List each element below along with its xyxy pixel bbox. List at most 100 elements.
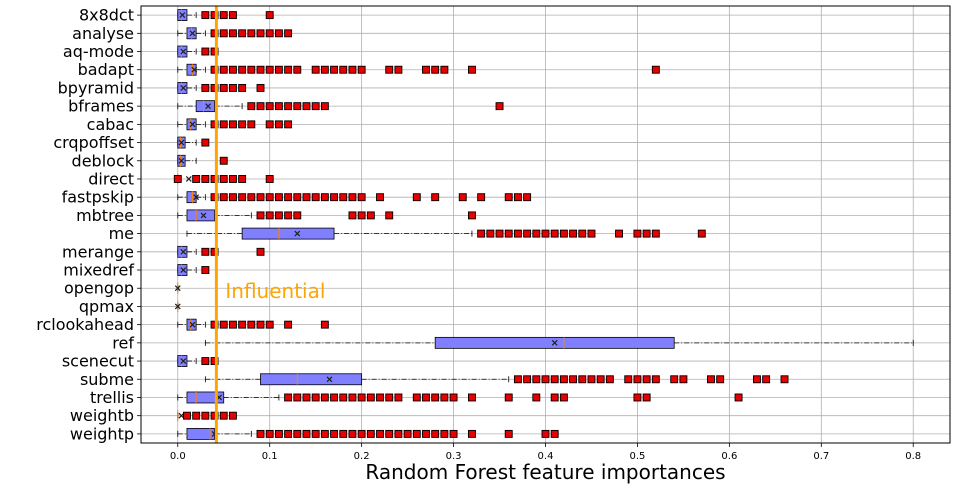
outlier-point bbox=[348, 193, 357, 202]
box-series bbox=[173, 9, 914, 440]
outlier-point bbox=[201, 266, 210, 274]
outlier-point bbox=[219, 193, 228, 202]
iqr-box bbox=[177, 355, 188, 367]
outlier-point bbox=[210, 175, 219, 183]
outlier-point bbox=[201, 247, 210, 256]
outlier-point bbox=[210, 120, 219, 129]
outlier-point bbox=[293, 65, 302, 74]
outlier-point bbox=[366, 429, 375, 438]
iqr-box bbox=[186, 63, 197, 76]
iqr-box bbox=[195, 100, 215, 113]
outlier-point bbox=[458, 193, 467, 202]
outlier-point bbox=[265, 175, 274, 183]
outlier-point bbox=[201, 357, 210, 366]
mean-marker bbox=[189, 30, 196, 37]
outlier-point bbox=[513, 229, 522, 238]
y-tick-label: 8x8dct bbox=[79, 6, 134, 25]
outlier-point bbox=[642, 229, 651, 238]
outlier-point bbox=[228, 175, 237, 183]
outlier-point bbox=[210, 193, 219, 202]
outlier-point bbox=[210, 83, 219, 92]
outlier-point bbox=[330, 193, 339, 202]
outlier-point bbox=[578, 229, 587, 238]
x-tick-label: 0.4 bbox=[538, 451, 554, 462]
y-tick-label: mbtree bbox=[76, 206, 134, 225]
outlier-point bbox=[513, 375, 522, 384]
outlier-point bbox=[569, 229, 578, 238]
outlier-point bbox=[394, 393, 403, 402]
outlier-point bbox=[587, 375, 596, 384]
outlier-point bbox=[228, 320, 237, 329]
y-tick-label: subme bbox=[80, 370, 134, 389]
y-tick-label: badapt bbox=[78, 60, 134, 79]
outlier-point bbox=[394, 429, 403, 438]
mean-marker bbox=[551, 339, 558, 346]
iqr-box bbox=[186, 118, 197, 131]
outlier-point bbox=[762, 375, 771, 384]
outlier-point bbox=[587, 229, 596, 238]
x-axis-label: Random Forest feature importances bbox=[365, 460, 725, 484]
outlier-point bbox=[449, 393, 458, 402]
x-tick-label: 0.5 bbox=[629, 451, 645, 462]
iqr-box bbox=[186, 391, 225, 404]
outlier-point bbox=[376, 429, 384, 438]
outlier-point bbox=[265, 11, 274, 20]
mean-marker bbox=[178, 157, 185, 164]
outlier-point bbox=[339, 193, 348, 202]
outlier-point bbox=[780, 375, 789, 384]
outlier-point bbox=[311, 393, 320, 402]
outlier-point bbox=[440, 393, 449, 402]
outlier-point bbox=[366, 211, 375, 220]
outlier-point bbox=[366, 393, 375, 402]
outlier-point bbox=[376, 393, 384, 402]
outlier-point bbox=[201, 411, 210, 420]
outlier-point bbox=[256, 193, 265, 202]
mean-marker bbox=[178, 139, 185, 146]
outlier-point bbox=[357, 393, 366, 402]
outlier-point bbox=[284, 120, 293, 129]
outlier-point bbox=[422, 429, 430, 438]
outlier-point bbox=[238, 83, 247, 92]
outlier-point bbox=[385, 393, 394, 402]
outlier-point bbox=[173, 175, 182, 183]
outlier-point bbox=[238, 320, 247, 329]
outlier-point bbox=[284, 393, 293, 402]
outlier-point bbox=[256, 320, 265, 329]
outlier-point bbox=[293, 211, 302, 220]
outlier-point bbox=[431, 65, 440, 74]
y-tick-label: fastpskip bbox=[62, 188, 134, 207]
outlier-point bbox=[504, 429, 513, 438]
outlier-point bbox=[256, 29, 265, 38]
outlier-point bbox=[265, 211, 274, 220]
box-opengop bbox=[174, 282, 181, 294]
outlier-point bbox=[348, 393, 357, 402]
outlier-point bbox=[541, 429, 550, 438]
box-crqpoffset bbox=[177, 136, 210, 149]
outlier-point bbox=[320, 429, 329, 438]
outlier-point bbox=[274, 65, 283, 74]
outlier-point bbox=[247, 65, 256, 74]
box-direct bbox=[173, 173, 274, 185]
outlier-point bbox=[357, 65, 366, 74]
outlier-point bbox=[559, 393, 568, 402]
box-badapt bbox=[177, 63, 660, 76]
y-axis-labels: 8x8dctanalyseaq-modebadaptbpyramidbframe… bbox=[36, 6, 141, 443]
outlier-point bbox=[238, 29, 247, 38]
outlier-point bbox=[265, 429, 274, 438]
outlier-point bbox=[440, 65, 449, 74]
box-mixedref bbox=[177, 264, 210, 276]
outlier-point bbox=[468, 65, 476, 74]
outlier-point bbox=[348, 211, 357, 220]
x-tick-label: 0.2 bbox=[354, 451, 370, 462]
outlier-point bbox=[219, 156, 228, 165]
outlier-point bbox=[642, 393, 651, 402]
outlier-point bbox=[256, 83, 265, 92]
outlier-point bbox=[293, 102, 302, 111]
outlier-point bbox=[550, 375, 559, 384]
outlier-point bbox=[219, 175, 228, 183]
outlier-point bbox=[651, 65, 660, 74]
outlier-point bbox=[210, 411, 219, 420]
outlier-point bbox=[651, 229, 660, 238]
outlier-point bbox=[348, 429, 357, 438]
